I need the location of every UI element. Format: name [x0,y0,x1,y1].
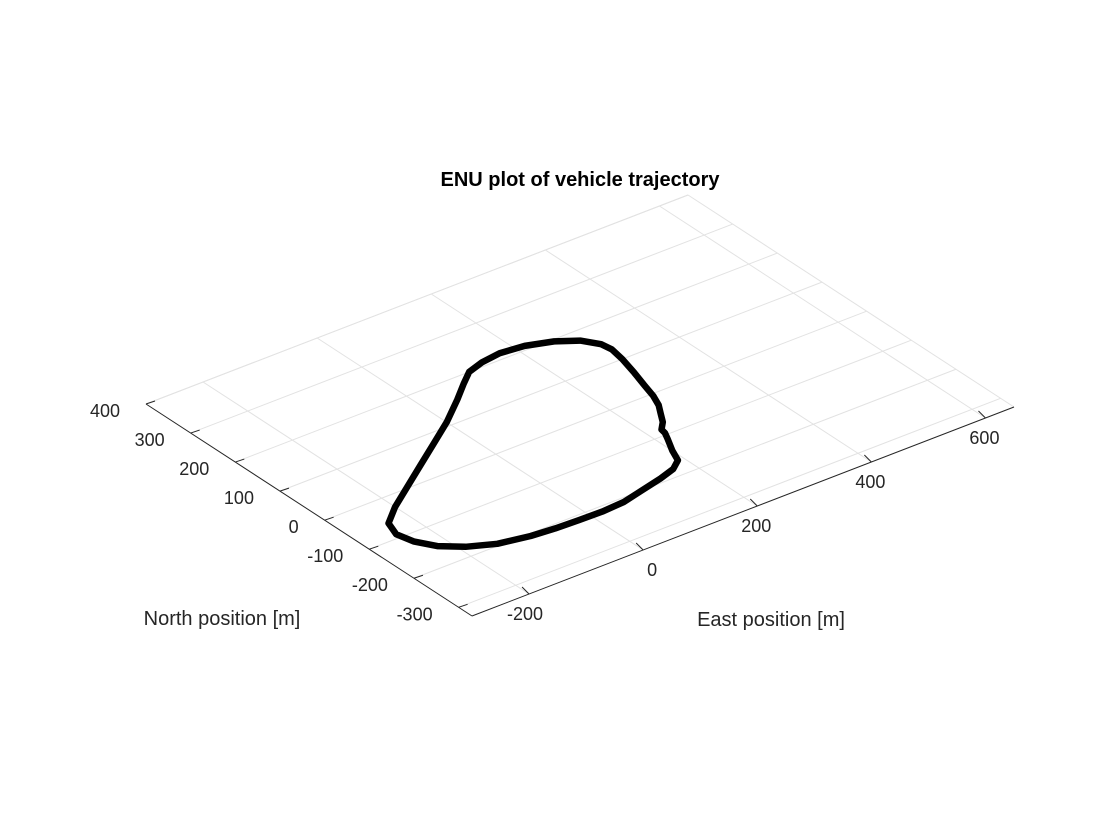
axis-layer [145,400,1015,617]
grid-line-north-4 [279,281,823,492]
trajectory-line-0 [385,337,682,551]
x-tick-label: 600 [969,428,999,448]
y-tick-mark [458,603,468,608]
y-tick-mark [413,574,424,579]
north-tick-labels: -300 -200 -100 0 100 200 300 400 [90,401,433,624]
y-tick-mark [279,487,290,492]
grid-line-north-2 [369,339,912,550]
y-tick-mark [145,400,156,405]
y-tick-label: 300 [135,430,165,450]
y-tick-mark [324,516,334,521]
x-tick-label: -200 [507,604,543,624]
east-tick-labels: -200 0 200 400 600 [507,428,999,624]
y-tick-label: -100 [307,546,343,566]
chart-title: ENU plot of vehicle trajectory [441,169,721,191]
y-tick-mark [190,429,200,434]
y-tick-label: -300 [397,604,433,624]
grid-line-east-2 [430,293,758,507]
floor-edge-0 [145,194,689,405]
y-axis-label: North position [m] [144,608,301,630]
x-axis-label: East position [m] [697,609,845,631]
grid-line-north-6 [190,223,733,434]
grid-line-north-5 [235,252,778,463]
grid-line-east-3 [545,249,872,463]
x-tick-mark [864,454,872,463]
data-layer [385,337,682,551]
grid-line-east-0 [202,381,530,595]
y-tick-label: 400 [90,401,120,421]
grid-layer [145,194,1015,608]
grid-line-east-4 [659,205,986,419]
y-tick-label: 0 [289,517,299,537]
y-tick-label: -200 [352,575,388,595]
grid-line-north-0 [458,397,1001,608]
y-tick-mark [235,458,245,463]
x-tick-mark [521,586,530,595]
x-tick-label: 0 [647,560,657,580]
x-tick-mark [749,498,758,507]
grid-line-north-3 [324,310,867,521]
x-tick-label: 400 [855,472,885,492]
y-tick-mark [369,545,379,550]
floor-edge-1 [687,194,1015,408]
x-tick-mark [978,410,986,419]
y-axis-line [145,403,473,617]
y-tick-label: 100 [224,488,254,508]
y-tick-label: 200 [179,459,209,479]
x-tick-mark [635,542,644,551]
x-tick-label: 200 [741,516,771,536]
x-axis-line [471,406,1015,617]
